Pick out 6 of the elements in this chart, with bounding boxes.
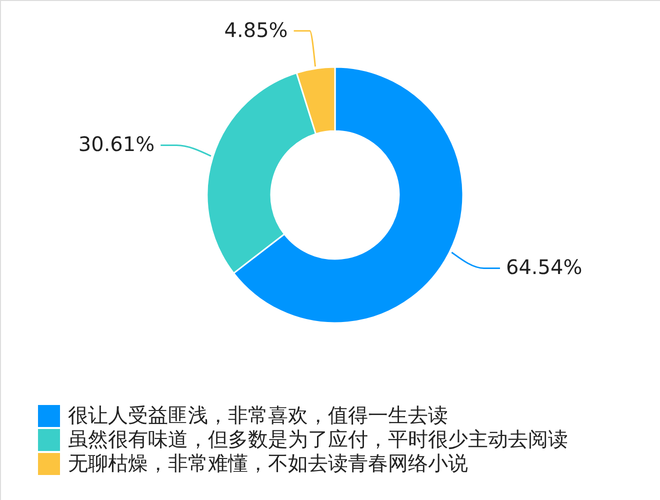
- legend-label: 虽然很有味道，但多数是为了应付，平时很少主动去阅读: [68, 427, 568, 451]
- data-label: 4.85%: [224, 18, 288, 42]
- legend-label: 很让人受益匪浅，非常喜欢，值得一生去读: [68, 403, 448, 427]
- data-label: 30.61%: [78, 132, 155, 156]
- legend-label: 无聊枯燥，非常难懂，不如去读青春网络小说: [68, 451, 468, 475]
- data-label: 64.54%: [506, 255, 582, 280]
